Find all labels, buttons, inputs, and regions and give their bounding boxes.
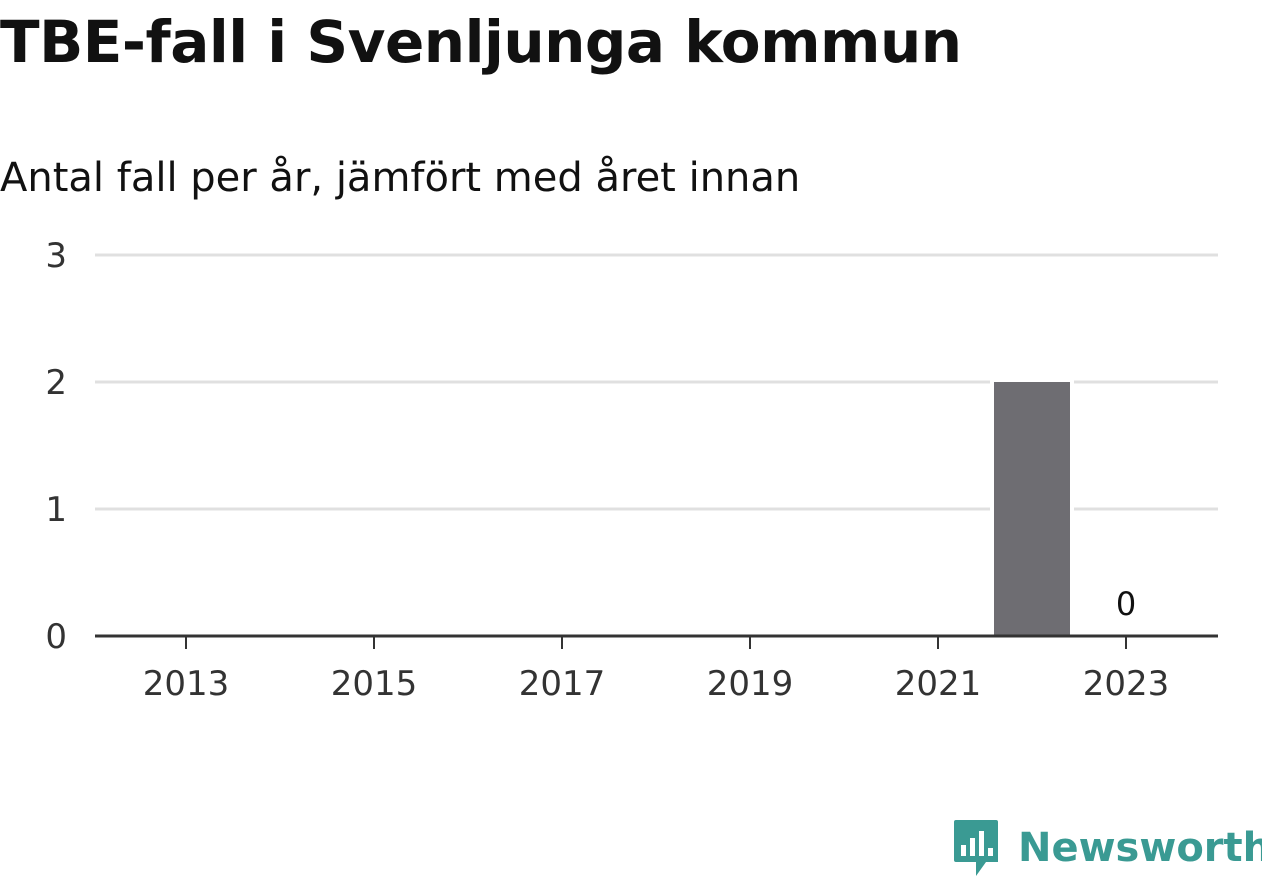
x-tick-label: 2023 (1083, 664, 1170, 704)
y-tick-label: 0 (45, 617, 67, 657)
y-axis-tick-labels: 0 1 2 3 (45, 236, 67, 657)
x-axis (95, 634, 1218, 649)
bars (990, 380, 1074, 636)
brand-logo: Newsworthy (952, 818, 1262, 878)
x-tick-label: 2017 (519, 664, 606, 704)
data-label: 0 (1116, 585, 1136, 623)
bar (994, 382, 1070, 636)
x-axis-tick-labels: 2013 2015 2017 2019 2021 2023 (143, 664, 1170, 704)
x-tick-label: 2013 (143, 664, 230, 704)
y-tick-label: 3 (45, 236, 67, 276)
x-tick-label: 2015 (331, 664, 418, 704)
y-tick-label: 2 (45, 363, 67, 403)
chart-title: TBE-fall i Svenljunga kommun (0, 8, 962, 76)
x-tick-label: 2021 (895, 664, 982, 704)
newsworthy-logo-icon (954, 820, 998, 876)
brand-name: Newsworthy (1018, 825, 1262, 871)
y-tick-label: 1 (45, 490, 67, 530)
chart-subtitle: Antal fall per år, jämfört med året inna… (0, 155, 801, 201)
x-tick-label: 2019 (707, 664, 794, 704)
data-labels: 0 (1116, 585, 1136, 623)
